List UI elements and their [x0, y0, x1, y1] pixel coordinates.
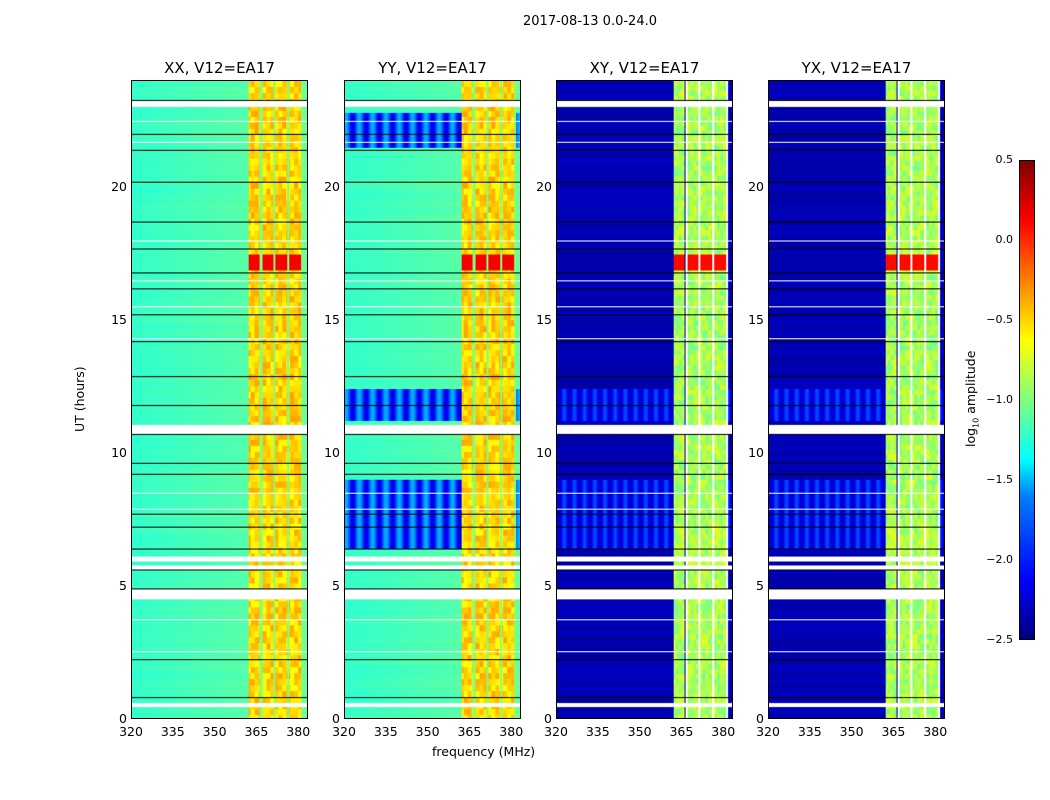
- y-tick-label: 5: [756, 577, 764, 593]
- colorbar-tick-label: −0.5: [986, 313, 1013, 326]
- colorbar-tick-label: −2.5: [986, 633, 1013, 646]
- heatmap-image: [345, 81, 520, 718]
- panel-title: YX, V12=EA17: [801, 59, 912, 77]
- y-tick-label: 15: [324, 311, 340, 327]
- y-tick-label: 10: [748, 444, 764, 460]
- panel-title: YY, V12=EA17: [378, 59, 487, 77]
- heatmap-panel-2: [556, 80, 733, 719]
- colorbar: [1019, 160, 1035, 640]
- colorbar-tick-label: 0.0: [995, 233, 1014, 246]
- x-tick-label: 320: [119, 724, 143, 739]
- colorbar-tick-label: 0.5: [995, 153, 1014, 166]
- x-axis-label: frequency (MHz): [432, 744, 536, 759]
- x-tick-label: 335: [797, 724, 822, 739]
- y-tick-label: 5: [119, 577, 127, 593]
- y-tick-label: 15: [536, 311, 552, 327]
- colorbar-tick-label: −2.0: [986, 553, 1013, 566]
- y-tick-label: 0: [544, 711, 552, 726]
- y-tick-label: 10: [324, 444, 340, 460]
- heatmap-image: [132, 81, 307, 718]
- x-tick-label: 365: [457, 724, 482, 739]
- x-tick-label: 380: [499, 724, 524, 739]
- panel-title: XY, V12=EA17: [589, 59, 700, 77]
- x-tick-label: 350: [839, 724, 864, 739]
- x-tick-label: 350: [627, 724, 652, 739]
- y-tick-label: 10: [111, 444, 127, 460]
- y-tick-label: 0: [756, 711, 764, 726]
- y-tick-label: 20: [324, 178, 340, 194]
- x-tick-label: 365: [669, 724, 694, 739]
- x-tick-label: 365: [881, 724, 906, 739]
- heatmap-image: [557, 81, 732, 718]
- x-tick-label: 380: [286, 724, 311, 739]
- colorbar-tick-label: −1.0: [986, 393, 1013, 406]
- heatmap-image: [769, 81, 944, 718]
- heatmap-panel-1: [344, 80, 521, 719]
- y-tick-label: 10: [536, 444, 552, 460]
- y-tick-label: 0: [332, 711, 340, 726]
- y-tick-label: 20: [111, 178, 127, 194]
- y-tick-label: 20: [536, 178, 552, 194]
- y-tick-label: 15: [111, 311, 127, 327]
- y-tick-label: 5: [544, 577, 552, 593]
- x-tick-label: 350: [415, 724, 440, 739]
- x-tick-label: 380: [923, 724, 948, 739]
- heatmap-panel-3: [768, 80, 945, 719]
- figure-title: 2017-08-13 0.0-24.0: [523, 14, 657, 29]
- x-tick-label: 320: [332, 724, 356, 739]
- x-tick-label: 380: [711, 724, 736, 739]
- colorbar-label: log10 amplitude: [963, 350, 981, 447]
- x-tick-label: 335: [585, 724, 610, 739]
- y-tick-label: 15: [748, 311, 764, 327]
- y-tick-label: 20: [748, 178, 764, 194]
- colorbar-tick-label: −1.5: [986, 473, 1013, 486]
- y-tick-label: 5: [332, 577, 340, 593]
- x-tick-label: 320: [544, 724, 568, 739]
- x-tick-label: 365: [244, 724, 269, 739]
- x-tick-label: 350: [202, 724, 227, 739]
- x-tick-label: 335: [160, 724, 185, 739]
- y-tick-label: 0: [119, 711, 127, 726]
- heatmap-panel-0: [131, 80, 308, 719]
- x-tick-label: 335: [373, 724, 398, 739]
- panel-title: XX, V12=EA17: [164, 59, 275, 77]
- x-tick-label: 320: [756, 724, 780, 739]
- y-axis-label: UT (hours): [72, 366, 87, 432]
